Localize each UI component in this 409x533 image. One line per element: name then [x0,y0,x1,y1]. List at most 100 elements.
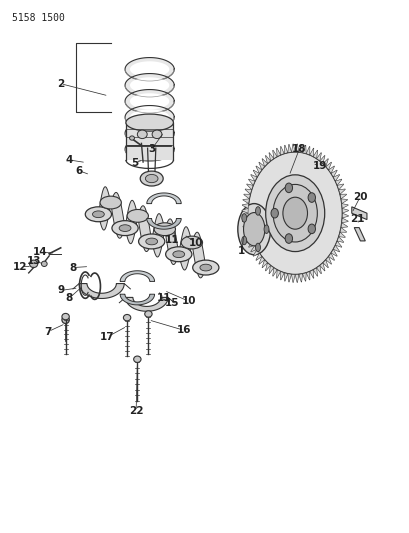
Polygon shape [265,156,270,164]
Polygon shape [272,150,276,159]
Ellipse shape [100,196,121,209]
Polygon shape [330,249,336,256]
Ellipse shape [126,114,173,131]
Polygon shape [261,260,267,268]
Ellipse shape [144,311,152,317]
Polygon shape [178,227,205,278]
Text: 9: 9 [57,286,64,295]
Text: 18: 18 [291,144,306,154]
Polygon shape [130,93,169,109]
Text: 22: 22 [128,407,143,416]
Polygon shape [351,207,366,220]
Polygon shape [241,213,247,218]
Polygon shape [333,174,339,181]
Ellipse shape [285,234,292,244]
Polygon shape [126,123,173,160]
Polygon shape [330,170,336,177]
Polygon shape [250,174,256,181]
Polygon shape [268,265,273,274]
Text: 15: 15 [164,298,179,308]
Polygon shape [294,274,298,282]
Text: 3: 3 [148,144,155,154]
Text: 21: 21 [349,214,364,223]
Polygon shape [79,284,124,298]
Ellipse shape [241,214,246,222]
Polygon shape [280,271,283,280]
Polygon shape [336,237,343,243]
Polygon shape [340,199,347,204]
Polygon shape [125,297,168,311]
Polygon shape [322,260,328,268]
Polygon shape [342,208,348,213]
Polygon shape [341,218,347,223]
Polygon shape [241,208,247,213]
Polygon shape [253,170,259,177]
Polygon shape [306,147,309,155]
Polygon shape [298,274,302,282]
Polygon shape [340,223,347,228]
Ellipse shape [255,243,260,252]
Polygon shape [125,106,174,129]
Polygon shape [338,189,344,194]
Text: 10: 10 [188,238,203,247]
Polygon shape [246,184,253,190]
Text: 5: 5 [131,158,139,167]
Polygon shape [339,194,346,199]
Polygon shape [125,200,151,252]
Polygon shape [258,256,264,264]
Ellipse shape [138,234,164,249]
Polygon shape [268,152,273,161]
Text: 7: 7 [45,327,52,336]
Polygon shape [146,219,181,229]
Polygon shape [130,125,169,141]
Ellipse shape [119,225,130,231]
Ellipse shape [285,183,292,192]
Polygon shape [328,253,334,261]
Ellipse shape [270,208,278,218]
Ellipse shape [62,313,69,320]
Polygon shape [120,271,154,281]
Polygon shape [253,249,259,256]
Polygon shape [125,138,174,161]
Ellipse shape [255,207,260,215]
Ellipse shape [272,184,317,242]
Ellipse shape [123,314,130,321]
Text: 2: 2 [57,79,64,88]
Text: 10: 10 [181,296,196,306]
Text: 16: 16 [177,326,191,335]
Text: 6: 6 [75,166,82,175]
Ellipse shape [129,136,134,140]
Ellipse shape [243,213,264,246]
Ellipse shape [165,247,191,262]
Polygon shape [325,162,331,170]
Polygon shape [333,245,339,252]
Polygon shape [298,144,302,152]
Polygon shape [98,187,125,238]
Ellipse shape [307,193,315,203]
Polygon shape [245,189,251,194]
Ellipse shape [307,224,315,233]
Polygon shape [302,145,306,154]
Ellipse shape [146,238,157,245]
Text: 8: 8 [65,294,72,303]
Polygon shape [242,199,249,204]
Polygon shape [328,166,334,173]
Polygon shape [151,214,178,264]
Ellipse shape [265,175,324,252]
Polygon shape [316,265,321,274]
Polygon shape [258,162,264,170]
Polygon shape [283,145,287,154]
Ellipse shape [140,171,163,186]
Text: 1: 1 [238,246,245,255]
Polygon shape [125,74,174,97]
Text: 19: 19 [312,161,326,171]
Ellipse shape [92,211,104,217]
Ellipse shape [62,316,69,324]
Ellipse shape [282,197,307,229]
Polygon shape [342,213,348,218]
Polygon shape [276,270,280,278]
Polygon shape [339,228,346,232]
Polygon shape [265,263,270,271]
Text: 8: 8 [69,263,76,272]
Polygon shape [120,294,154,305]
